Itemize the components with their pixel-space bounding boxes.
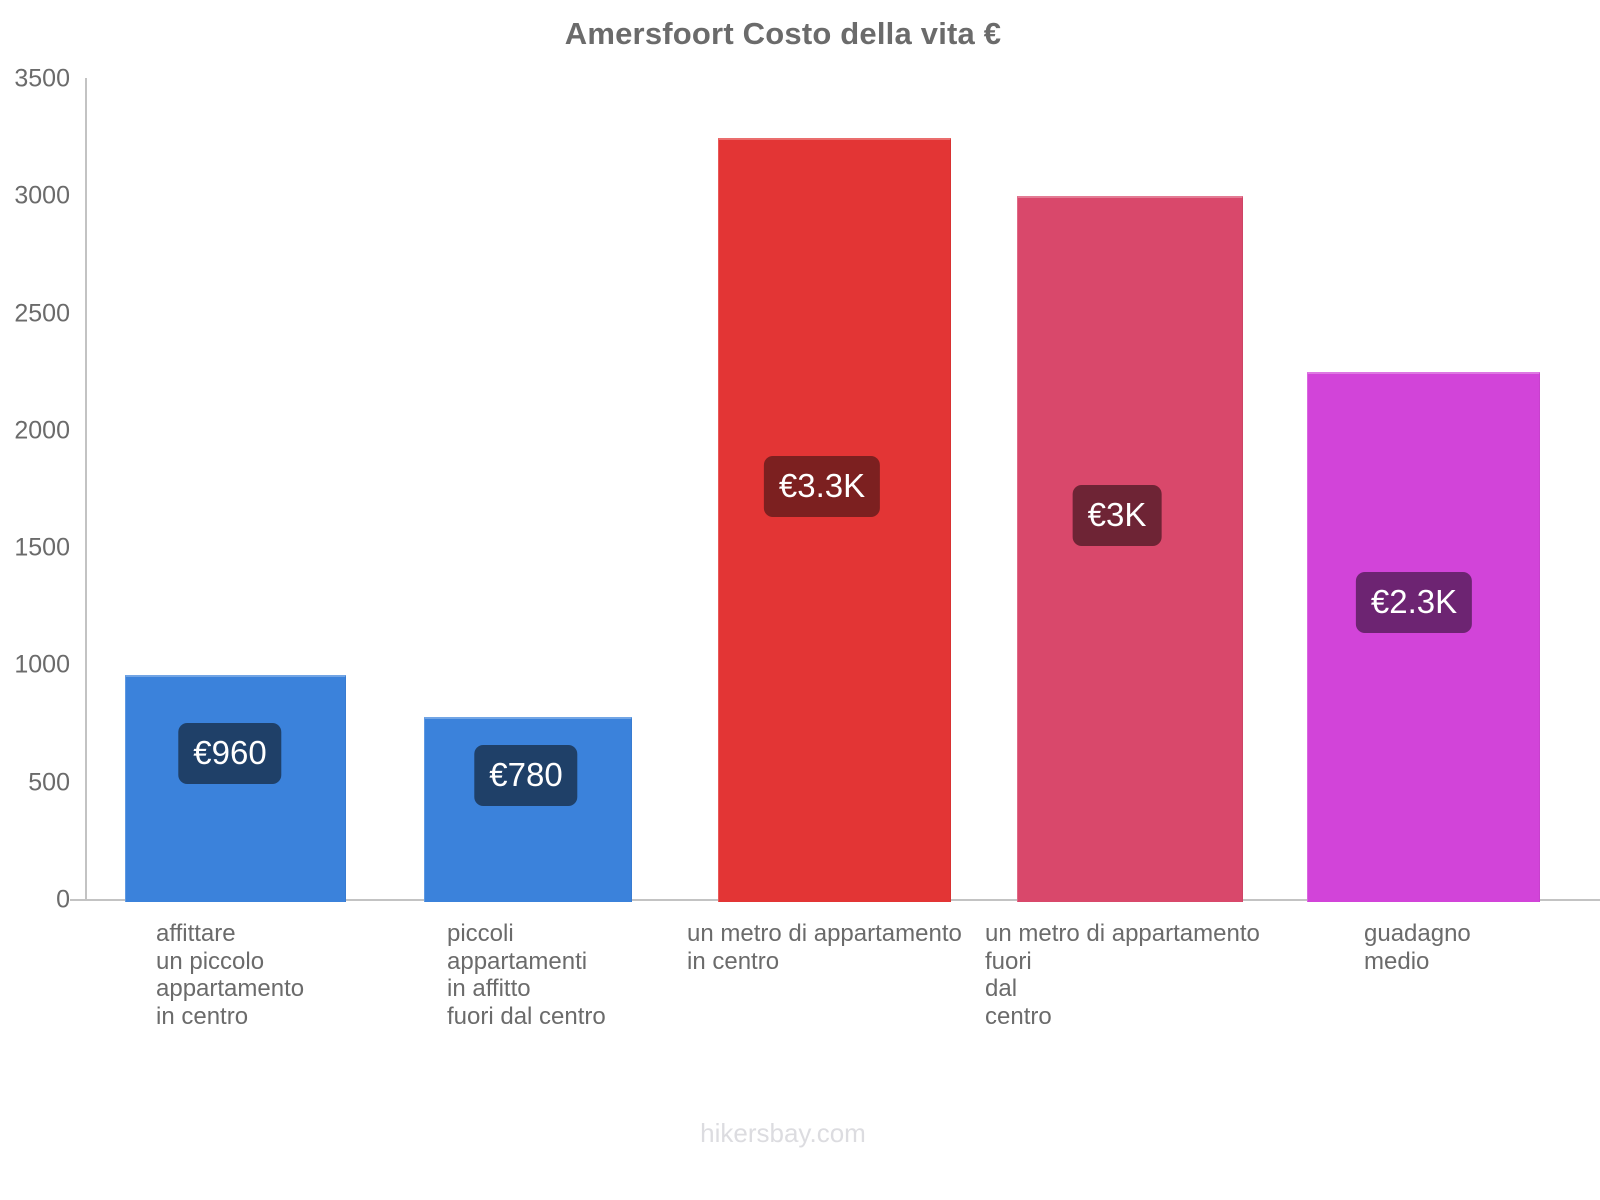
x-axis-category-label-line: guadagno (1364, 920, 1471, 947)
y-axis-tick-label: 1000 (14, 650, 70, 679)
x-axis-category-label-line: in centro (156, 1002, 249, 1030)
x-axis-category-label-line: piccoli (447, 920, 514, 947)
y-axis-tick-label: 3500 (14, 64, 70, 93)
x-axis-category-label-line: in affitto (447, 975, 531, 1002)
x-axis-category-label: un metro di appartamento fuori dal centro (985, 920, 1260, 1030)
y-axis-tick-label: 2500 (14, 299, 70, 328)
x-axis-category-label: piccoli appartamenti in affitto fuori dal c… (447, 920, 606, 1030)
page-title: Amersfoort Costo della vita € (564, 16, 1002, 51)
bar-value-badge: €780 (474, 745, 578, 806)
x-axis-category-label-line: appartamento (156, 975, 305, 1002)
y-axis-tick-label: 3000 (14, 181, 70, 210)
x-axis-category-label: affittare un piccolo appartamento in centro (156, 920, 304, 1030)
x-axis-category-label-line: un piccolo (156, 947, 265, 975)
footer-watermark: hikersbay.com (700, 1118, 866, 1148)
y-axis-tick-label: 0 (56, 885, 70, 914)
y-axis-tick-label: 2000 (14, 416, 70, 445)
bar[interactable] (1017, 196, 1243, 902)
x-axis-category-label-line: in centro (687, 947, 780, 975)
x-axis-category-label: un metro di appartamento in centro (687, 920, 962, 975)
x-axis-category-label-line: affittare (156, 920, 236, 947)
bar[interactable] (718, 137, 951, 902)
x-axis-category-label-line: un metro di appartamento (985, 920, 1260, 947)
bar-value-badge: €2.3K (1355, 572, 1473, 633)
bar-value-badge: €960 (178, 723, 282, 784)
y-axis-tick-label: 1500 (14, 533, 70, 562)
x-axis-category-label-line: fuori (985, 947, 1032, 975)
bar-value-badge: €3.3K (763, 456, 881, 517)
x-axis-category-label-line: un metro di appartamento (687, 920, 962, 947)
x-axis-category-label-line: centro (985, 1002, 1052, 1030)
bar-value-badge: €3K (1072, 485, 1162, 546)
x-axis-category-label-line: medio (1364, 947, 1430, 975)
bar[interactable] (125, 674, 346, 902)
x-axis-category-label-line: dal (985, 975, 1018, 1002)
x-axis-category-label: guadagno medio (1364, 920, 1471, 975)
x-axis-category-label-line: fuori dal centro (447, 1002, 606, 1030)
y-axis-tick-label: 500 (28, 768, 70, 797)
bar[interactable] (1307, 372, 1540, 902)
y-axis-line (85, 78, 87, 900)
x-axis-category-label-line: appartamenti (447, 947, 588, 975)
